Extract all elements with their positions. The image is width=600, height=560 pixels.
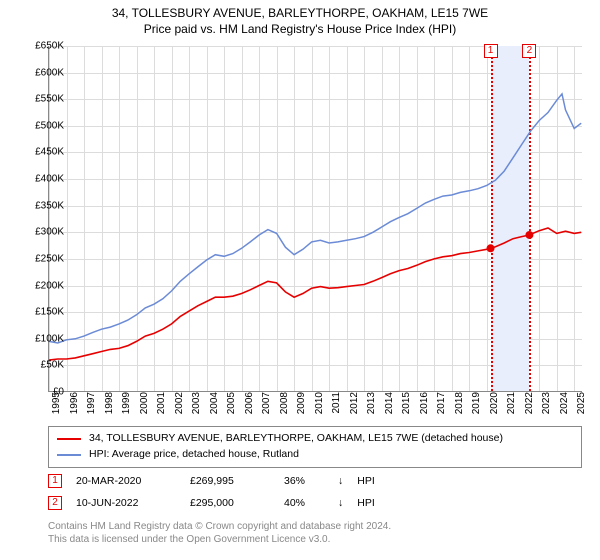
sale-dot [525, 231, 533, 239]
footer-line-2: This data is licensed under the Open Gov… [48, 533, 582, 546]
x-tick-label: 2020 [489, 392, 500, 422]
footer-attribution: Contains HM Land Registry data © Crown c… [48, 520, 582, 546]
x-tick-label: 2010 [314, 392, 325, 422]
legend-row: HPI: Average price, detached house, Rutl… [57, 447, 573, 463]
chart-title: 34, TOLLESBURY AVENUE, BARLEYTHORPE, OAK… [0, 0, 600, 20]
y-tick-label: £250K [20, 253, 64, 264]
sales-table: 1 20-MAR-2020 £269,995 36% ↓ HPI 2 10-JUN-2022 £… [48, 470, 582, 514]
sale-arrow-icon: ↓ [338, 497, 343, 509]
x-tick-label: 2015 [401, 392, 412, 422]
y-tick-label: £600K [20, 67, 64, 78]
sale-marker-badge: 1 [484, 44, 498, 58]
sale-vs-label: HPI [357, 497, 375, 509]
sale-price: £295,000 [190, 497, 270, 509]
x-tick-label: 1996 [69, 392, 80, 422]
y-tick-label: £100K [20, 333, 64, 344]
chart-container: 34, TOLLESBURY AVENUE, BARLEYTHORPE, OAK… [0, 0, 600, 560]
y-tick-label: £550K [20, 94, 64, 105]
legend-swatch [57, 438, 81, 440]
series-hpi [49, 94, 581, 343]
x-tick-label: 1998 [104, 392, 115, 422]
y-tick-label: £50K [20, 360, 64, 371]
legend-label: 34, TOLLESBURY AVENUE, BARLEYTHORPE, OAK… [89, 431, 503, 447]
sale-row: 2 10-JUN-2022 £295,000 40% ↓ HPI [48, 492, 582, 514]
x-tick-label: 2004 [209, 392, 220, 422]
y-tick-label: £650K [20, 41, 64, 52]
sale-index-badge: 1 [48, 474, 62, 488]
x-tick-label: 1995 [51, 392, 62, 422]
sale-pct: 36% [284, 475, 324, 487]
x-tick-label: 2009 [296, 392, 307, 422]
x-tick-label: 2021 [506, 392, 517, 422]
y-tick-label: £450K [20, 147, 64, 158]
sale-arrow-icon: ↓ [338, 475, 343, 487]
x-tick-label: 2003 [191, 392, 202, 422]
sale-date: 10-JUN-2022 [76, 497, 176, 509]
footer-line-1: Contains HM Land Registry data © Crown c… [48, 520, 582, 533]
legend-label: HPI: Average price, detached house, Rutl… [89, 447, 299, 463]
x-tick-label: 2002 [174, 392, 185, 422]
legend-row: 34, TOLLESBURY AVENUE, BARLEYTHORPE, OAK… [57, 431, 573, 447]
x-tick-label: 2022 [524, 392, 535, 422]
x-tick-label: 2000 [139, 392, 150, 422]
legend-swatch [57, 454, 81, 456]
y-tick-label: £500K [20, 120, 64, 131]
sale-pct: 40% [284, 497, 324, 509]
sale-row: 1 20-MAR-2020 £269,995 36% ↓ HPI [48, 470, 582, 492]
y-tick-label: £300K [20, 227, 64, 238]
x-tick-label: 2025 [576, 392, 587, 422]
y-tick-label: £350K [20, 200, 64, 211]
x-tick-label: 2019 [471, 392, 482, 422]
x-tick-label: 2005 [226, 392, 237, 422]
y-tick-label: £150K [20, 307, 64, 318]
x-tick-label: 2024 [559, 392, 570, 422]
sale-index-badge: 2 [48, 496, 62, 510]
x-tick-label: 2018 [454, 392, 465, 422]
plot-area: 12 [48, 46, 582, 392]
sale-price: £269,995 [190, 475, 270, 487]
x-tick-label: 2012 [349, 392, 360, 422]
chart-subtitle: Price paid vs. HM Land Registry's House … [0, 20, 600, 36]
x-tick-label: 2017 [436, 392, 447, 422]
x-tick-label: 2023 [541, 392, 552, 422]
x-tick-label: 2013 [366, 392, 377, 422]
sale-dot [487, 244, 495, 252]
sale-marker-badge: 2 [522, 44, 536, 58]
y-tick-label: £400K [20, 174, 64, 185]
x-tick-label: 1997 [86, 392, 97, 422]
x-tick-label: 2001 [156, 392, 167, 422]
line-layer [49, 46, 582, 391]
series-price_paid [49, 228, 581, 360]
y-tick-label: £200K [20, 280, 64, 291]
x-tick-label: 2011 [331, 392, 342, 422]
x-tick-label: 2014 [384, 392, 395, 422]
x-tick-label: 1999 [121, 392, 132, 422]
sale-date: 20-MAR-2020 [76, 475, 176, 487]
x-tick-label: 2007 [261, 392, 272, 422]
x-tick-label: 2016 [419, 392, 430, 422]
x-tick-label: 2008 [279, 392, 290, 422]
x-tick-label: 2006 [244, 392, 255, 422]
legend: 34, TOLLESBURY AVENUE, BARLEYTHORPE, OAK… [48, 426, 582, 468]
sale-vs-label: HPI [357, 475, 375, 487]
